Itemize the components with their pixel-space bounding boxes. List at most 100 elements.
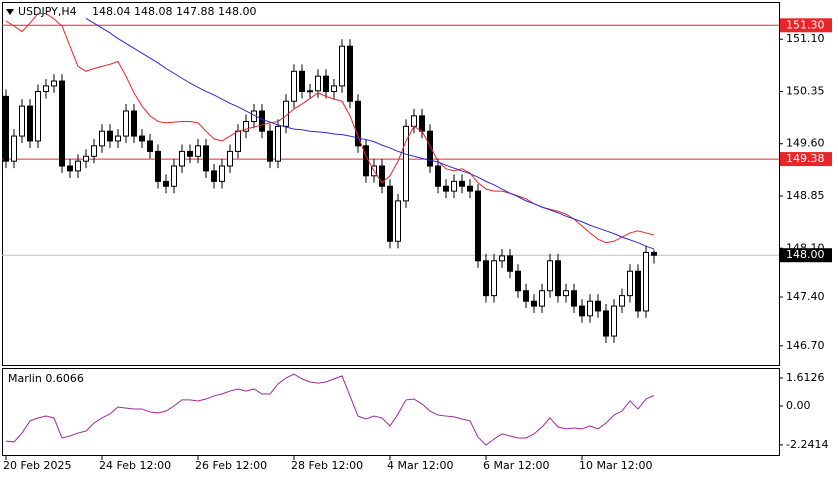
- candle-body: [507, 255, 513, 272]
- main-panel: [2, 2, 780, 366]
- level-line-label: 151.30: [786, 18, 825, 31]
- candle-body: [51, 80, 57, 87]
- candle-body: [419, 115, 425, 132]
- candle-body: [499, 255, 505, 262]
- candle-body: [427, 130, 433, 167]
- x-tick-label: 20 Feb 2025: [3, 459, 71, 472]
- candle-body: [355, 100, 361, 147]
- candle-body: [395, 200, 401, 242]
- x-tick-label: 6 Mar 12:00: [483, 459, 549, 472]
- candle-body: [627, 270, 633, 297]
- candle-body: [539, 290, 545, 307]
- candle-body: [131, 110, 137, 137]
- candle-body: [123, 110, 129, 137]
- candle-body: [339, 45, 345, 87]
- candle-body: [651, 251, 657, 256]
- candle-body: [595, 300, 601, 312]
- candle-body: [315, 75, 321, 92]
- candle-body: [483, 260, 489, 297]
- candle-body: [27, 105, 33, 142]
- candle-body: [67, 165, 73, 172]
- candle-body: [611, 305, 617, 337]
- candle-body: [107, 130, 113, 142]
- y-tick-label: 1.6126: [786, 371, 825, 384]
- candle-body: [35, 90, 41, 142]
- candle-body: [379, 165, 385, 187]
- candle-body: [3, 95, 9, 162]
- candle-body: [603, 310, 609, 337]
- y-tick-label: 151.10: [786, 32, 825, 45]
- candle-body: [443, 185, 449, 192]
- candle-body: [259, 110, 265, 132]
- candle-body: [179, 150, 185, 167]
- y-tick-label: 149.60: [786, 137, 825, 150]
- x-tick-label: 10 Mar 12:00: [579, 459, 652, 472]
- y-tick-label: 147.40: [786, 290, 825, 303]
- y-tick-label: 0.00: [786, 399, 811, 412]
- candle-body: [147, 140, 153, 152]
- candle-body: [203, 145, 209, 172]
- candle-body: [459, 180, 465, 187]
- candle-body: [363, 145, 369, 177]
- indicator-title: Marlin 0.6066: [8, 372, 84, 385]
- candle-body: [275, 125, 281, 162]
- candle-body: [155, 150, 161, 182]
- candle-body: [267, 130, 273, 162]
- candle-body: [523, 290, 529, 302]
- last-price-label: 148.00: [786, 248, 825, 261]
- candle-body: [491, 260, 497, 297]
- last-price-box: [780, 248, 832, 263]
- moving-average: [85, 17, 655, 250]
- indicator-panel: [2, 368, 780, 456]
- candle-body: [43, 85, 49, 92]
- panel-icon: [6, 9, 14, 15]
- y-tick-label: 146.70: [786, 339, 825, 352]
- candle-body: [243, 120, 249, 132]
- candle-body: [195, 145, 201, 157]
- candle-body: [219, 165, 225, 182]
- candle-body: [227, 150, 233, 167]
- candle-body: [635, 270, 641, 312]
- candle-body: [411, 115, 417, 127]
- candle-body: [563, 290, 569, 297]
- level-line-box: [780, 18, 832, 33]
- candle-body: [211, 170, 217, 182]
- candle-body: [75, 160, 81, 172]
- candle-body: [451, 180, 457, 192]
- candle-body: [555, 260, 561, 297]
- candle-body: [19, 105, 25, 137]
- y-tick-label: 148.85: [786, 189, 825, 202]
- candle-body: [307, 90, 313, 93]
- candle-body: [547, 260, 553, 292]
- candle-body: [643, 251, 649, 312]
- candle-body: [579, 305, 585, 317]
- candle-body: [347, 45, 353, 102]
- indicator-line: [5, 373, 655, 446]
- candle-body: [515, 270, 521, 292]
- candle-body: [387, 185, 393, 242]
- y-tick-label: -2.2414: [786, 438, 828, 451]
- x-tick-label: 4 Mar 12:00: [387, 459, 453, 472]
- candle-body: [11, 135, 17, 162]
- candle-body: [139, 135, 145, 142]
- candle-body: [323, 75, 329, 92]
- candle-body: [475, 190, 481, 262]
- candle-body: [187, 150, 193, 157]
- candle-body: [531, 300, 537, 307]
- level-line-box: [780, 152, 832, 167]
- candle-body: [83, 155, 89, 162]
- candle-body: [467, 185, 473, 192]
- candle-body: [91, 145, 97, 157]
- candle-body: [163, 180, 169, 187]
- x-tick-label: 24 Feb 12:00: [99, 459, 171, 472]
- y-tick-label: 150.35: [786, 84, 825, 97]
- ohlc-text: 148.04 148.08 147.88 148.00: [92, 5, 256, 18]
- candle-body: [571, 290, 577, 307]
- candle-body: [171, 165, 177, 187]
- chart-title: USDJPY,H4: [18, 5, 77, 18]
- candle-body: [235, 130, 241, 152]
- x-tick-label: 28 Feb 12:00: [291, 459, 363, 472]
- candle-body: [403, 125, 409, 202]
